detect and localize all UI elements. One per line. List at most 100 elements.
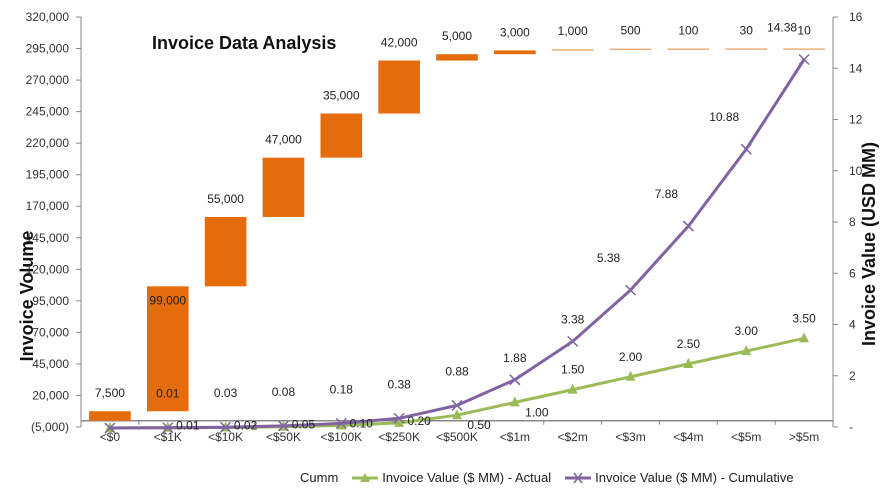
- cumulative-point-marker: [625, 284, 637, 296]
- triangle-marker-icon: [352, 472, 379, 482]
- actual-data-label: 3.50: [792, 311, 816, 325]
- waterfall-data-label: 47,000: [265, 133, 302, 147]
- x-axis-tick-label: <$500K: [436, 430, 478, 444]
- x-axis-tick-label: <$4m: [673, 430, 703, 444]
- waterfall-bar: [551, 49, 594, 51]
- x-axis-tick-label: <$3m: [615, 430, 645, 444]
- cumulative-point-marker: [798, 53, 810, 66]
- waterfall-data-label: 10: [797, 23, 811, 37]
- left-axis-tick-label: 295,000: [26, 42, 70, 56]
- cumulative-point-marker: [162, 422, 174, 434]
- legend: Cumm Invoice Value ($ MM) - Actual Invoi…: [300, 470, 794, 485]
- right-axis-tick-label: 14: [849, 61, 863, 75]
- x-axis-tick-label: <$10K: [208, 430, 243, 444]
- cumulative-data-label: 0.08: [272, 385, 296, 399]
- left-axis-tick-label: 145,000: [26, 231, 70, 245]
- actual-data-label: 3.00: [735, 324, 759, 338]
- waterfall-bar: [89, 411, 131, 421]
- waterfall-bar: [494, 50, 536, 55]
- left-axis-tick-label: 20,000: [32, 388, 69, 402]
- right-axis-tick-label: 12: [849, 113, 863, 127]
- right-axis: - 2 4 6 8 10 12 14 16: [832, 10, 863, 434]
- actual-point-marker: [567, 383, 578, 394]
- waterfall-bar: [204, 216, 247, 287]
- left-axis-tick-label: 220,000: [26, 136, 70, 150]
- waterfall-data-label: 500: [621, 24, 641, 38]
- x-axis-tick-label: <$2m: [558, 430, 588, 444]
- cumulative-point-marker: [277, 420, 289, 432]
- right-axis-tick-label: 16: [849, 10, 863, 24]
- waterfall-bar: [378, 60, 420, 114]
- cumulative-data-label: 14.38: [767, 21, 797, 35]
- value-lines: [104, 53, 810, 434]
- cumulative-data-label: 0.88: [445, 364, 469, 378]
- waterfall-data-label: 5,000: [442, 29, 472, 43]
- actual-point-marker: [799, 332, 810, 343]
- waterfall-data-label: 3,000: [500, 25, 530, 39]
- right-axis-tick-label: 6: [849, 266, 856, 280]
- cumulative-data-label: 0.03: [214, 386, 238, 400]
- waterfall-bar: [262, 157, 305, 217]
- cumulative-point-marker: [393, 412, 405, 424]
- right-axis-tick-label: 2: [849, 369, 856, 383]
- legend-label-cumm: Cumm: [300, 470, 339, 485]
- waterfall-data-label: 35,000: [323, 89, 360, 103]
- waterfall-data-label: 7,500: [95, 386, 125, 400]
- left-axis-tick-label: 45,000: [32, 357, 69, 371]
- cumulative-data-label: 10.88: [709, 110, 739, 124]
- x-axis-tick-label: <$1m: [500, 430, 530, 444]
- data-labels: 7,500 99,000 55,000 47,000 35,000 42,000 5,000…: [95, 21, 816, 433]
- actual-data-label: 0.20: [407, 414, 431, 428]
- waterfall-data-label: 100: [678, 23, 698, 37]
- waterfall-bar: [146, 286, 189, 412]
- legend-label-actual: Invoice Value ($ MM) - Actual: [382, 470, 552, 485]
- waterfall-data-label: 1,000: [558, 24, 588, 38]
- cumulative-point-marker: [220, 421, 232, 433]
- actual-point-marker: [683, 357, 694, 368]
- cumulative-data-label: 0.01: [156, 387, 180, 401]
- actual-data-label: 1.00: [525, 405, 549, 419]
- cumulative-data-label: 5.38: [597, 251, 621, 265]
- waterfall-data-label: 55,000: [207, 192, 244, 206]
- waterfall-bar: [436, 54, 478, 61]
- legend-item-cumm: Cumm: [300, 470, 338, 485]
- cumulative-point-marker: [104, 422, 116, 434]
- cumulative-data-label: 1.88: [503, 351, 527, 365]
- left-axis-tick-label: 170,000: [26, 199, 70, 213]
- right-axis-tick-label: 4: [849, 318, 856, 332]
- x-axis-tick-label: <$1K: [154, 430, 182, 444]
- left-axis-title: Invoice Volume: [17, 231, 37, 362]
- waterfall-data-label: 30: [740, 23, 754, 37]
- cumulative-point-marker: [509, 374, 521, 386]
- waterfall-data-label: 99,000: [149, 293, 186, 307]
- x-axis-tick-label: <$250K: [378, 430, 420, 444]
- x-marker-icon: [565, 472, 592, 483]
- x-axis: <$0 <$1K <$10K <$50K <$100K <$250K <$500K <$1m <…: [81, 419, 833, 444]
- cumulative-point-marker: [682, 220, 694, 232]
- waterfall-bar: [667, 48, 710, 50]
- waterfall-bar: [783, 48, 825, 50]
- right-axis-tick-label: 8: [849, 215, 856, 229]
- left-axis-tick-label: 95,000: [32, 294, 69, 308]
- actual-data-label: 0.02: [234, 418, 258, 432]
- left-axis-tick-label: 245,000: [26, 105, 70, 119]
- right-axis-title: Invoice Value (USD MM): [859, 142, 879, 346]
- left-axis-tick-label: 120,000: [26, 262, 70, 276]
- right-axis-tick-label: 10: [849, 164, 863, 178]
- x-axis-tick-label: <$0: [100, 430, 121, 444]
- legend-item-actual: Invoice Value ($ MM) - Actual: [352, 470, 551, 485]
- waterfall-bar: [609, 48, 652, 51]
- x-axis-tick-label: <$5m: [731, 430, 761, 444]
- left-axis: (5,000) 20,000 45,000 70,000 95,000 120,000 14…: [26, 10, 82, 434]
- actual-point-marker: [625, 370, 636, 381]
- cumulative-data-label: 3.38: [561, 312, 585, 326]
- right-axis-tick-label: -: [849, 420, 853, 434]
- waterfall-data-label: 42,000: [381, 36, 418, 50]
- actual-data-label: 1.50: [561, 363, 585, 377]
- waterfall-bar: [725, 48, 768, 50]
- waterfall-bars: [89, 48, 825, 421]
- actual-point-marker: [741, 345, 752, 356]
- left-axis-tick-label: 270,000: [26, 73, 70, 87]
- cumulative-data-label: 0.38: [387, 377, 411, 391]
